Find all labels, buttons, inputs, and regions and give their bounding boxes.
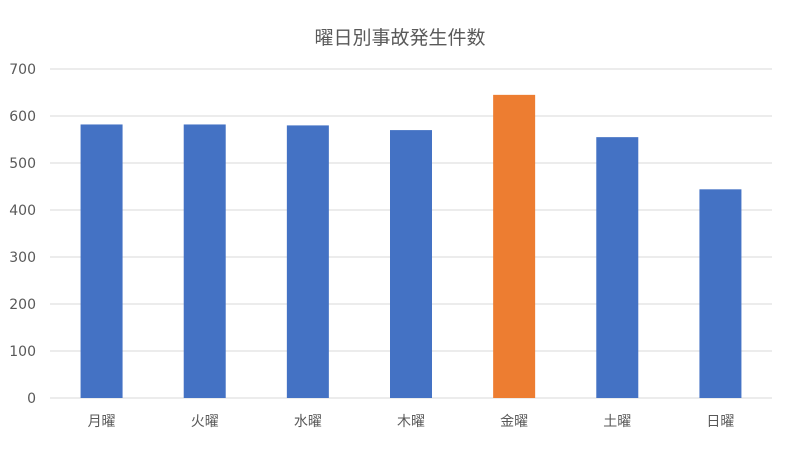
x-tick-label: 木曜 (397, 414, 425, 430)
bar-3 (286, 125, 329, 399)
x-tick-label: 月曜 (88, 414, 116, 430)
x-tick-label: 金曜 (500, 414, 528, 430)
y-tick-label: 300 (9, 250, 36, 266)
bar-4 (390, 130, 432, 398)
y-tick-label: 100 (9, 344, 36, 360)
bar-2 (183, 124, 226, 399)
y-tick-label: 700 (9, 62, 36, 78)
bar-5 (493, 94, 536, 398)
bar-7 (699, 189, 742, 398)
y-tick-label: 400 (9, 203, 36, 219)
chart-title: 曜日別事故発生件数 (314, 27, 485, 49)
y-tick-label: 600 (9, 109, 36, 125)
y-axis-ticks: 0 100 200 300 400 500 600 700 (9, 62, 36, 407)
x-tick-label: 火曜 (191, 414, 219, 430)
y-tick-label: 0 (27, 391, 36, 407)
y-tick-label: 500 (9, 156, 36, 172)
bar-6 (596, 137, 639, 398)
bar-1 (80, 124, 123, 399)
bars-layer (80, 94, 742, 399)
x-axis-ticks: 月曜 火曜 水曜 木曜 金曜 土曜 日曜 (88, 414, 735, 430)
y-tick-label: 200 (9, 297, 36, 313)
x-tick-label: 日曜 (706, 414, 734, 430)
x-tick-label: 水曜 (294, 414, 322, 430)
x-tick-label: 土曜 (603, 414, 631, 430)
